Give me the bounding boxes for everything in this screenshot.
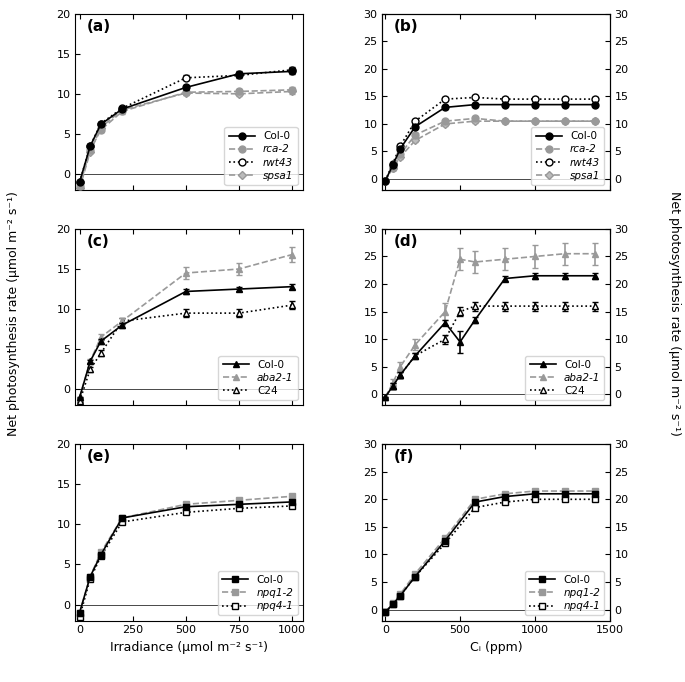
Legend: Col-0, rca-2, rwt43, spsa1: Col-0, rca-2, rwt43, spsa1	[532, 127, 604, 185]
Legend: Col-0, npq1-2, npq4-1: Col-0, npq1-2, npq4-1	[218, 571, 297, 615]
Text: (f): (f)	[394, 449, 414, 464]
Legend: Col-0, npq1-2, npq4-1: Col-0, npq1-2, npq4-1	[525, 571, 604, 615]
Text: (d): (d)	[394, 234, 418, 249]
Text: (b): (b)	[394, 19, 419, 34]
X-axis label: Irradiance (μmol m⁻² s⁻¹): Irradiance (μmol m⁻² s⁻¹)	[110, 641, 268, 654]
Text: (e): (e)	[87, 449, 111, 464]
Legend: Col-0, rca-2, rwt43, spsa1: Col-0, rca-2, rwt43, spsa1	[225, 127, 297, 185]
Text: Net photosynthesis rate (μmol m⁻² s⁻¹): Net photosynthesis rate (μmol m⁻² s⁻¹)	[8, 191, 20, 436]
Text: (a): (a)	[87, 19, 111, 34]
Legend: Col-0, aba2-1, C24: Col-0, aba2-1, C24	[525, 355, 604, 400]
Text: (c): (c)	[87, 234, 110, 249]
Text: Net photosynthesis rate (μmol m⁻² s⁻¹): Net photosynthesis rate (μmol m⁻² s⁻¹)	[669, 191, 681, 436]
Legend: Col-0, aba2-1, C24: Col-0, aba2-1, C24	[219, 355, 297, 400]
X-axis label: Cᵢ (ppm): Cᵢ (ppm)	[470, 641, 522, 654]
